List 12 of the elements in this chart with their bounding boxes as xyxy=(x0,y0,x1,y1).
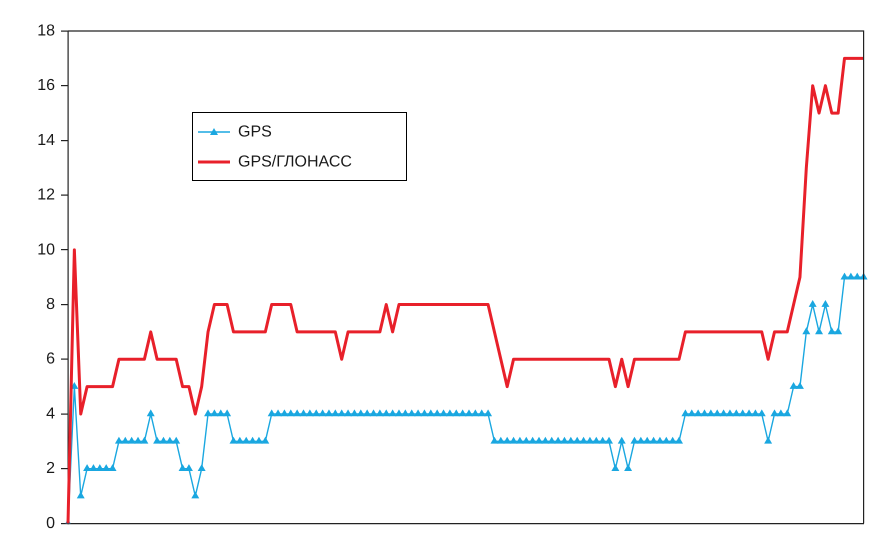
y-tick-label: 8 xyxy=(46,296,56,313)
y-tick-label: 12 xyxy=(37,186,56,204)
y-tick-label: 4 xyxy=(46,405,56,422)
y-tick-label: 10 xyxy=(37,241,56,258)
y-tick-label: 2 xyxy=(46,460,56,478)
y-tick-label: 6 xyxy=(46,350,56,368)
legend-label: GPS xyxy=(238,123,272,140)
y-tick-label: 14 xyxy=(37,132,56,149)
legend-label: GPS/ГЛОНАСС xyxy=(238,153,352,170)
y-tick-label: 16 xyxy=(37,77,56,94)
y-tick-label: 0 xyxy=(46,514,56,532)
y-tick-label: 18 xyxy=(37,22,56,40)
